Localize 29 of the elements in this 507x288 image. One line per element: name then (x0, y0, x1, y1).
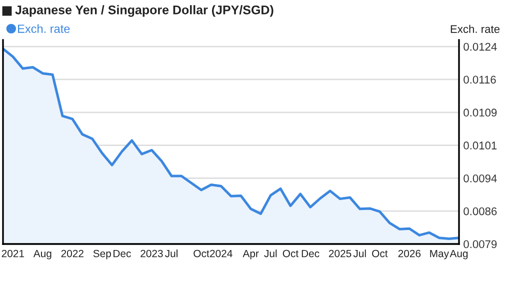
x-tick-label: Aug (33, 250, 52, 260)
y-tick-label: 0.0079 (464, 240, 497, 248)
x-tick-label: Jul (165, 250, 178, 258)
y-tick-label: 0.0109 (464, 108, 497, 117)
legend-label: Exch. rate (18, 24, 70, 33)
x-tick-label: Apr (242, 250, 259, 260)
y-axis-title: Exch. rate (450, 24, 500, 33)
x-tick-label: Dec (114, 250, 131, 258)
y-tick-label: 0.0086 (464, 207, 497, 216)
x-tick-label: Jul (353, 250, 366, 258)
x-tick-label: 2022 (61, 250, 84, 258)
x-tick-label: Aug (450, 250, 468, 260)
x-tick-label: 2025 (328, 250, 352, 258)
x-tick-label: May (430, 250, 449, 260)
x-tick-label: 2023 (140, 250, 163, 258)
x-tick-label: Jul (264, 250, 277, 258)
x-tick-label: Oct (372, 250, 388, 258)
x-tick-label: 2026 (398, 250, 421, 258)
y-tick-label: 0.0116 (464, 76, 496, 84)
x-tick-label: Oct (282, 250, 299, 258)
x-tick-label: Oct (194, 250, 210, 258)
x-tick-label: 2024 (210, 250, 232, 258)
x-tick-label: 2021 (2, 250, 24, 258)
x-tick-label: Dec (302, 250, 320, 258)
y-tick-label: 0.0124 (464, 42, 497, 51)
y-tick-label: 0.0101 (464, 142, 497, 150)
chart-title: Japanese Yen / Singapore Dollar (JPY/SGD) (15, 5, 274, 17)
y-tick-label: 0.0094 (464, 174, 497, 182)
x-tick-label: Sep (93, 250, 111, 260)
